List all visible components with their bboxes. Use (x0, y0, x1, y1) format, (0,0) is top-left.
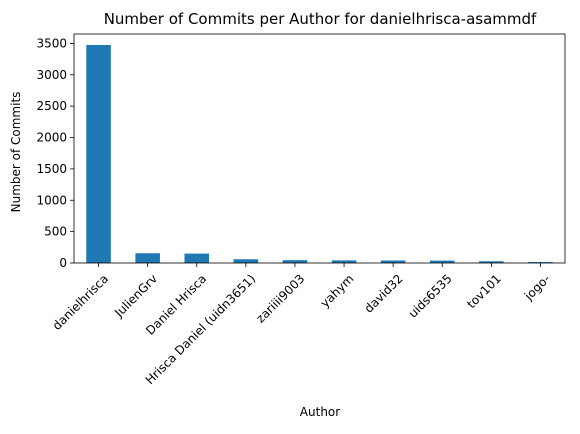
x-tick-label: danielhrisca (50, 272, 111, 333)
bar-3 (233, 259, 259, 263)
y-tick-label: 3000 (36, 68, 67, 82)
y-tick-label: 0 (59, 256, 67, 270)
y-axis-ticks: 0 500 1000 1500 2000 2500 3000 3500 (36, 36, 74, 270)
bar-6 (380, 260, 406, 263)
x-tick-label: JulienGrv (111, 272, 160, 321)
chart-title: Number of Commits per Author for danielh… (104, 10, 537, 28)
bar-0 (86, 44, 111, 264)
bar-4 (282, 260, 308, 263)
bar-1 (135, 253, 160, 263)
x-axis-label: Author (300, 405, 340, 419)
y-tick-label: 1500 (36, 162, 67, 176)
y-tick-label: 500 (44, 225, 67, 239)
bar-5 (331, 260, 357, 263)
bar-7 (429, 260, 455, 263)
y-tick-label: 1000 (36, 193, 67, 207)
y-tick-label: 2000 (36, 131, 67, 145)
y-tick-label: 2500 (36, 99, 67, 113)
bar-9 (528, 262, 553, 263)
x-tick-label: tov101 (464, 272, 504, 312)
bars-group (86, 44, 553, 264)
x-tick-label: david32 (362, 272, 406, 316)
y-axis-label: Number of Commits (9, 92, 23, 213)
x-tick-label: jogo- (521, 272, 553, 304)
bar-8 (479, 261, 504, 263)
bar-2 (184, 253, 210, 263)
x-tick-label: zariiii9003 (253, 272, 307, 326)
x-tick-label: yahym (318, 272, 357, 311)
y-tick-label: 3500 (36, 36, 67, 50)
plot-frame (73, 33, 566, 264)
x-tick-label: uids6535 (406, 272, 455, 321)
